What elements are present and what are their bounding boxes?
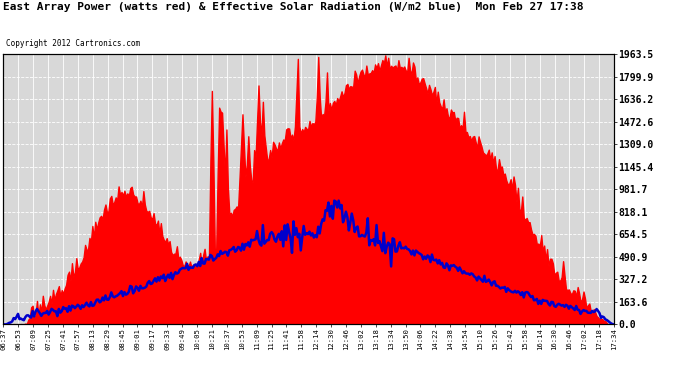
Text: East Array Power (watts red) & Effective Solar Radiation (W/m2 blue)  Mon Feb 27: East Array Power (watts red) & Effective… bbox=[3, 2, 584, 12]
Text: Copyright 2012 Cartronics.com: Copyright 2012 Cartronics.com bbox=[6, 39, 139, 48]
